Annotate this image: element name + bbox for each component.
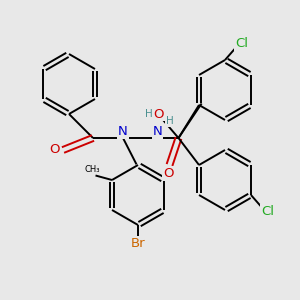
Text: N: N	[153, 125, 162, 138]
Text: Cl: Cl	[261, 205, 274, 218]
Text: Cl: Cl	[235, 37, 248, 50]
Text: O: O	[154, 107, 164, 121]
Text: N: N	[118, 125, 128, 138]
Text: O: O	[49, 143, 60, 156]
Text: CH₃: CH₃	[85, 165, 100, 174]
Text: H: H	[145, 109, 153, 119]
Text: Br: Br	[131, 237, 145, 250]
Text: O: O	[163, 167, 173, 180]
Text: H: H	[166, 116, 173, 127]
